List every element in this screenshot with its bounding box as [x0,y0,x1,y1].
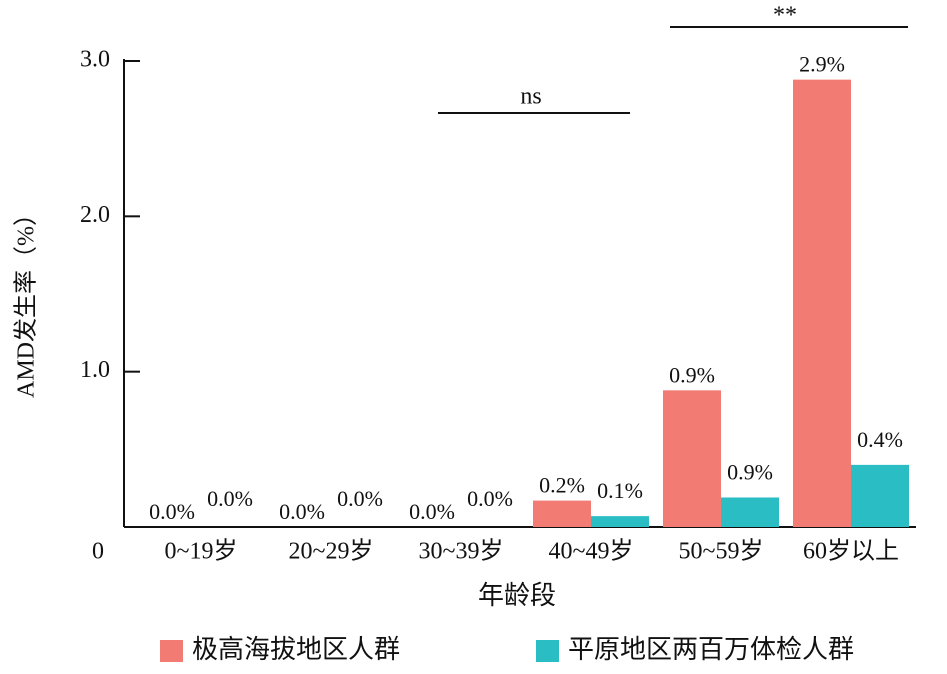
value-label: 0.9% [669,362,715,387]
bar [721,497,779,527]
value-label: 0.0% [337,486,383,511]
value-label: 0.2% [539,473,585,498]
legend-label: 极高海拔地区人群 [192,635,400,664]
legend-swatch [536,640,559,662]
y-tick-label: 0 [92,539,104,565]
x-tick-label: 20~29岁 [289,538,374,565]
x-tick-label: 40~49岁 [549,538,634,565]
value-label: 0.0% [409,499,455,524]
y-axis-label: AMD发生率（%） [13,202,40,398]
value-label: 0.0% [149,499,195,524]
x-axis-label: 年龄段 [478,581,556,610]
x-tick-label: 50~59岁 [679,538,764,565]
value-label: 0.0% [207,486,253,511]
y-tick-label: 1.0 [80,357,110,383]
value-label: 0.1% [597,478,643,503]
bar [591,516,649,527]
x-tick-label: 0~19岁 [165,538,238,565]
value-label: 0.0% [467,486,513,511]
bar [533,500,591,527]
x-tick-label: 60岁以上 [803,538,899,565]
y-tick-label: 2.0 [80,202,110,228]
legend-label: 平原地区两百万体检人群 [568,635,854,664]
bar [793,79,851,527]
value-label: 2.9% [799,52,845,77]
annotation: ** [773,3,797,29]
x-tick-label: 30~39岁 [419,538,504,565]
y-tick-label: 3.0 [80,47,110,73]
annotation: ns [520,84,541,110]
bar [851,464,909,527]
value-label: 0.9% [727,460,773,485]
value-label: 0.0% [279,499,325,524]
legend-swatch [160,640,183,662]
bar [663,390,721,527]
value-label: 0.4% [857,427,903,452]
